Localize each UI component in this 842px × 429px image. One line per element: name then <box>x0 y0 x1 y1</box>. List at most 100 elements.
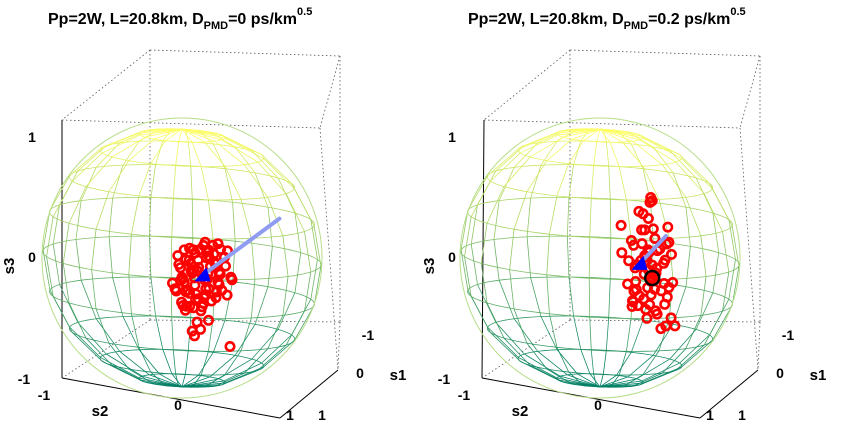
sphere-meridian <box>563 128 601 138</box>
sphere-meridian <box>149 374 183 388</box>
data-point <box>645 192 657 204</box>
chart-panel-left: Pp=2W, L=20.8km, DPMD=0 ps/km0.5 1 0 -1 -1 0 1… <box>1 6 406 423</box>
sphere-meridian <box>172 165 177 199</box>
sphere-meridian <box>145 128 183 138</box>
sphere-parallel <box>467 197 733 240</box>
sphere-meridian <box>599 374 617 388</box>
x-tick-label: 1 <box>318 407 326 423</box>
sphere-meridian <box>526 160 548 192</box>
sphere-meridian <box>257 344 287 371</box>
data-point <box>195 305 207 317</box>
sphere-meridian <box>198 130 214 145</box>
sphere-meridian <box>560 375 601 388</box>
data-point <box>210 286 222 298</box>
sphere-meridian <box>526 342 548 370</box>
sphere-meridian <box>639 370 676 386</box>
sphere-meridian <box>605 141 610 166</box>
sphere-meridian <box>636 133 670 152</box>
sphere-meridian <box>599 128 633 142</box>
sphere-meridian <box>277 292 296 330</box>
sphere-meridian <box>509 229 515 270</box>
sphere-meridian <box>251 150 279 179</box>
sphere-meridian <box>626 318 632 352</box>
z-tick-label: 1 <box>28 129 36 145</box>
data-point <box>630 283 642 295</box>
data-point <box>640 303 652 315</box>
chart-title-main: Pp=2W, L=20.8km, D <box>468 11 624 28</box>
data-point <box>647 223 659 235</box>
sphere-parallel <box>460 235 740 281</box>
sphere-meridian <box>138 349 160 375</box>
arrow-head-marker <box>194 267 211 282</box>
sphere-meridian <box>191 142 202 167</box>
chart-panel-right: Pp=2W, L=20.8km, DPMD=0.2 ps/km0.5 1 0 -1 -1… <box>421 6 826 423</box>
sphere-meridian <box>589 373 601 388</box>
sphere-meridian <box>490 332 521 362</box>
x-tick-label: -1 <box>362 327 375 343</box>
data-point <box>200 289 212 301</box>
sphere-meridian <box>304 231 312 273</box>
sphere-meridian <box>567 374 601 388</box>
grid-line <box>319 127 339 371</box>
sphere-meridian <box>546 234 550 275</box>
sphere-meridian <box>131 313 140 348</box>
sphere-meridian <box>549 313 558 348</box>
sphere-meridian <box>112 364 146 383</box>
data-point <box>655 323 667 335</box>
sphere-meridian <box>537 351 568 376</box>
sphere-meridian <box>679 334 710 364</box>
sphere-meridian <box>609 198 612 238</box>
sphere-meridian <box>608 165 611 199</box>
sphere-meridian <box>100 357 140 379</box>
sphere-meridian <box>224 366 264 384</box>
y-axis-label: s2 <box>512 403 529 420</box>
y-axis-label: s2 <box>92 403 109 420</box>
data-point <box>181 300 193 312</box>
sphere-meridian <box>250 279 256 319</box>
data-point <box>662 221 674 233</box>
sphere-meridian <box>221 370 258 386</box>
sphere-meridian <box>642 366 682 384</box>
sphere-meridian <box>131 195 140 235</box>
data-point <box>651 308 663 320</box>
sphere-meridian <box>480 263 488 303</box>
z-axis-label: s3 <box>1 258 18 275</box>
data-point <box>633 205 645 217</box>
sphere-outline <box>41 117 323 399</box>
sphere-meridian <box>52 180 73 218</box>
sphere-meridian <box>171 317 174 351</box>
data-point <box>212 238 224 250</box>
sphere-meridian <box>106 353 143 377</box>
sphere-meridian <box>263 158 295 190</box>
sphere-meridian <box>49 175 70 211</box>
sphere-meridian <box>59 284 79 323</box>
sphere-meridian <box>170 278 173 318</box>
sphere-meridian <box>728 259 736 300</box>
sphere-meridian <box>530 364 564 383</box>
sphere-meridian <box>162 349 173 374</box>
sphere-meridian <box>590 165 595 199</box>
sphere-meridian <box>526 197 532 237</box>
sphere-meridian <box>709 298 730 336</box>
sphere-meridian <box>662 164 687 198</box>
sphere-meridian <box>537 129 568 144</box>
sphere-meridian <box>700 235 707 277</box>
z-tick-label: -1 <box>438 371 451 387</box>
data-point <box>216 284 228 296</box>
data-point <box>206 295 218 307</box>
sphere-meridian <box>572 383 601 388</box>
sphere-meridian <box>568 164 574 198</box>
sphere-meridian <box>495 145 525 172</box>
sphere-meridian <box>310 219 318 260</box>
sphere-meridian <box>626 199 632 239</box>
sphere-meridian <box>224 281 233 321</box>
sphere-meridian <box>722 231 730 273</box>
sphere-meridian <box>566 197 570 237</box>
sphere-meridian <box>128 234 132 275</box>
z-tick-label: 0 <box>448 249 456 265</box>
x-tick-label: 0 <box>776 365 784 381</box>
sphere-meridian <box>181 374 199 388</box>
sphere-meridian <box>155 140 164 165</box>
sphere-meridian <box>282 276 289 316</box>
sphere-meridian <box>267 246 273 287</box>
